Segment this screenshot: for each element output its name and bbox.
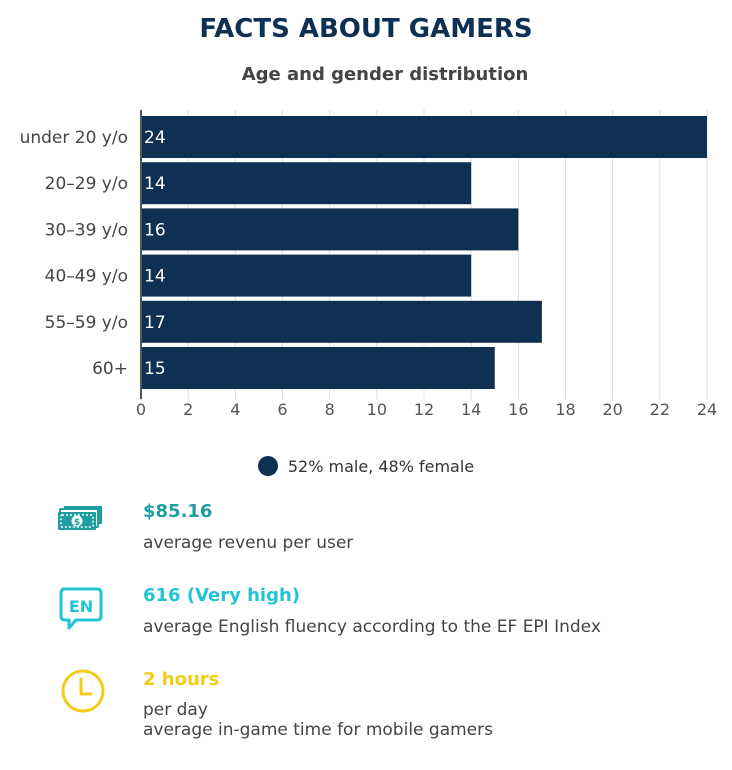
bar-data-label: 14	[144, 267, 166, 287]
x-tick-label: 2	[183, 400, 193, 419]
money-icon: $	[58, 506, 102, 530]
fact-english: EN 616 (Very high) average English fluen…	[0, 582, 732, 662]
x-tick-label: 22	[650, 400, 670, 419]
bar	[141, 208, 519, 251]
x-tick-label: 0	[136, 400, 146, 419]
x-tick-label: 24	[697, 400, 717, 419]
fact-revenue-description: average revenu per user	[143, 533, 354, 553]
y-category-label: 40–49 y/o	[45, 267, 128, 287]
fact-english-value: 616 (Very high)	[143, 585, 301, 606]
bar-data-label: 15	[144, 359, 166, 379]
x-tick-label: 20	[602, 400, 622, 419]
x-tick-label: 6	[277, 400, 287, 419]
fact-revenue: $ $85.16 average revenu per user	[0, 498, 732, 578]
page-title: FACTS ABOUT GAMERS	[199, 14, 533, 44]
bar-data-label: 16	[144, 220, 166, 240]
y-category-label: 30–39 y/o	[45, 220, 128, 240]
english-speech-icon: EN	[59, 587, 103, 630]
bar	[141, 300, 542, 343]
y-category-label: 60+	[92, 359, 128, 379]
bar-data-label: 24	[144, 128, 166, 148]
fact-revenue-value: $85.16	[143, 501, 213, 522]
y-category-label: 55–59 y/o	[45, 313, 128, 333]
fact-english-description: average English fluency according to the…	[143, 617, 601, 637]
chart-legend[interactable]: 52% male, 48% female	[0, 456, 732, 476]
x-tick-label: 8	[325, 400, 335, 419]
y-category-label: 20–29 y/o	[45, 174, 128, 194]
x-tick-label: 14	[461, 400, 481, 419]
x-tick-label: 10	[367, 400, 387, 419]
bar	[141, 254, 472, 297]
fact-time-description-secondary: average in-game time for mobile gamers	[143, 720, 493, 740]
legend-label: 52% male, 48% female	[287, 457, 475, 476]
english-icon-text: EN	[69, 597, 93, 616]
x-tick-label: 16	[508, 400, 528, 419]
y-category-label: under 20 y/o	[20, 128, 128, 148]
fact-time: 2 hours per day average in-game time for…	[0, 666, 732, 746]
bar-data-label: 17	[144, 313, 166, 333]
x-tick-label: 12	[414, 400, 434, 419]
clock-icon	[61, 669, 105, 713]
bar	[141, 116, 707, 158]
bar	[141, 347, 495, 389]
fact-time-value: 2 hours	[143, 669, 220, 690]
x-tick-label: 18	[555, 400, 575, 419]
bar-data-label: 14	[144, 174, 166, 194]
bar	[141, 162, 472, 205]
x-tick-label: 4	[230, 400, 240, 419]
chart-subtitle: Age and gender distribution	[241, 64, 529, 85]
fact-time-description: per day	[143, 700, 208, 720]
svg-text:$: $	[74, 518, 80, 528]
legend-marker	[257, 456, 278, 476]
